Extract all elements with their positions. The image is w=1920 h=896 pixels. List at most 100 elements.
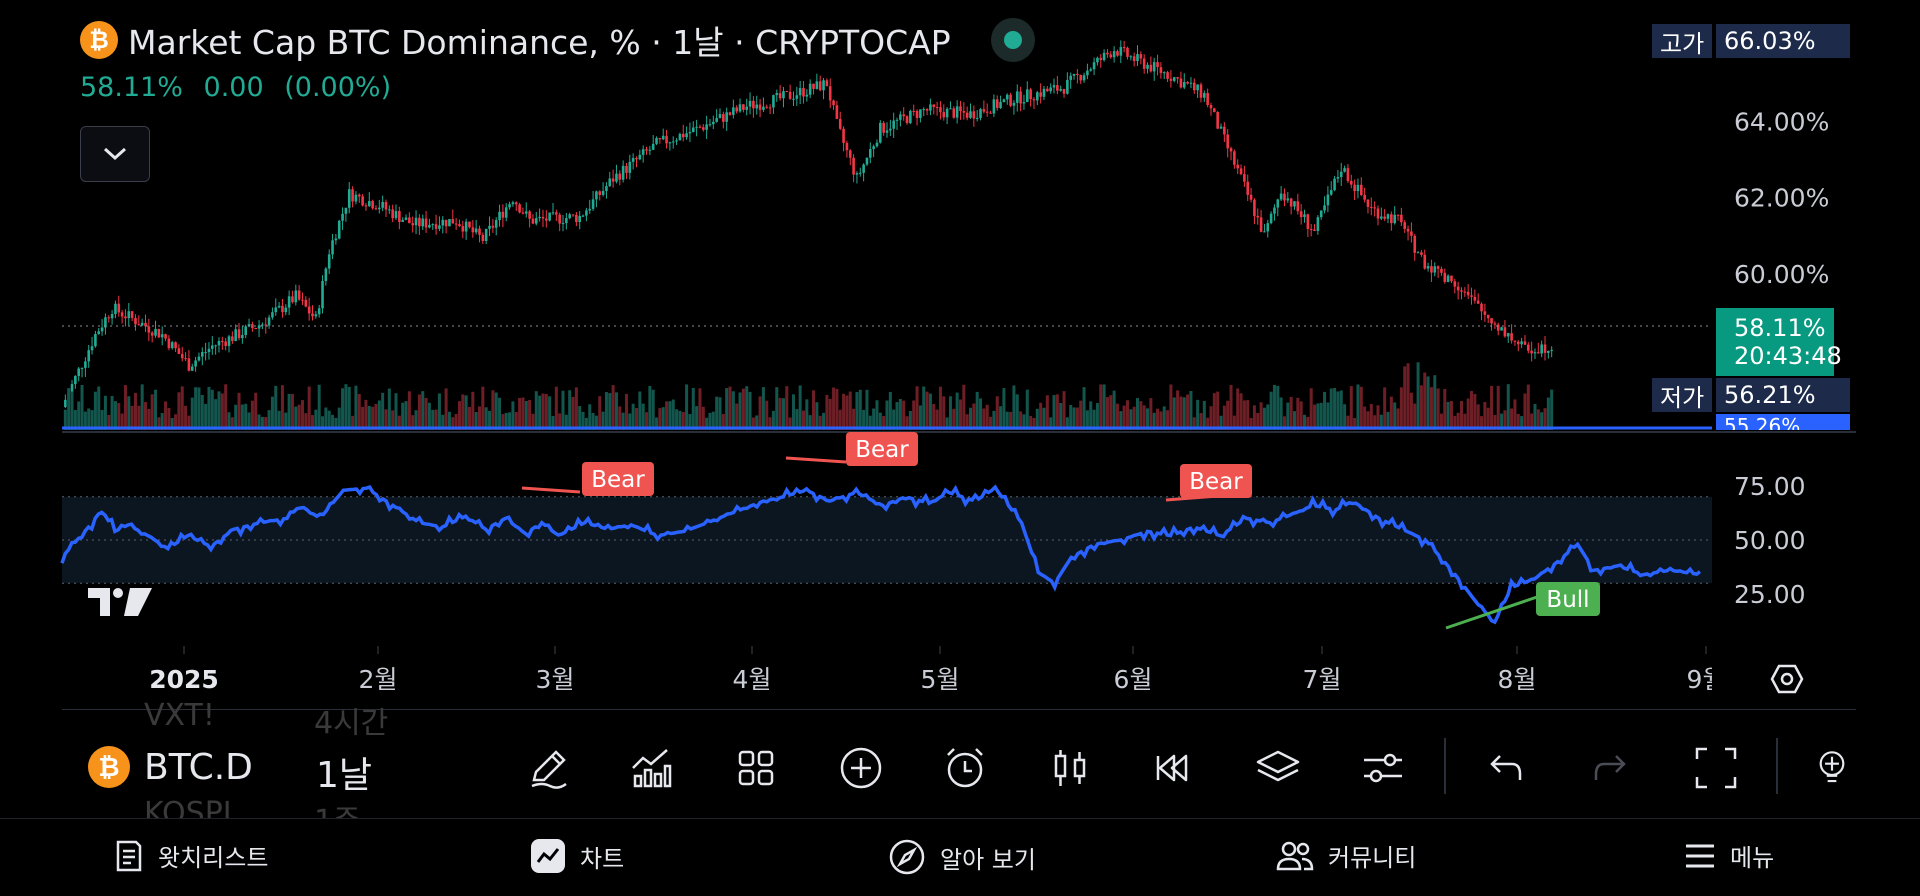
fullscreen-button[interactable] xyxy=(1690,742,1742,794)
volume-bar xyxy=(658,408,662,430)
candle-body xyxy=(919,109,922,118)
interval-selector[interactable]: 1날 xyxy=(316,755,373,796)
candle-body xyxy=(885,130,889,133)
candle-body xyxy=(778,93,782,99)
layers-button[interactable] xyxy=(1252,742,1304,794)
volume-bar xyxy=(133,392,137,430)
candle-body xyxy=(1152,62,1156,72)
volume-bar xyxy=(925,391,929,430)
nav-chart[interactable]: 차트 xyxy=(530,838,624,874)
volume-bar xyxy=(164,401,168,430)
volume-bar xyxy=(297,404,301,430)
volume-bar xyxy=(424,397,428,430)
volume-bar xyxy=(214,399,218,430)
volume-bar xyxy=(427,402,431,430)
candle-body xyxy=(421,218,425,227)
candle-body xyxy=(254,328,258,330)
volume-bar xyxy=(928,393,932,430)
volume-bar xyxy=(294,406,298,430)
chart-type-button[interactable] xyxy=(1044,742,1096,794)
price-axis-tick: 60.00% xyxy=(1734,260,1829,289)
candle-body xyxy=(331,240,334,255)
volume-bar xyxy=(404,401,408,430)
candle-body xyxy=(374,208,378,210)
volume-bar xyxy=(781,398,785,430)
candle-body xyxy=(1323,205,1326,211)
candle-body xyxy=(1046,88,1049,92)
candle-body xyxy=(1513,340,1517,342)
volume-bar xyxy=(661,407,665,430)
volume-bar xyxy=(474,412,478,430)
volume-bar xyxy=(1446,401,1450,430)
candle-body xyxy=(671,141,675,143)
volume-bar xyxy=(995,396,999,430)
volume-bar xyxy=(347,386,351,430)
templates-button[interactable] xyxy=(730,742,782,794)
volume-bar xyxy=(1426,376,1430,430)
nav-menu[interactable]: 메뉴 xyxy=(1684,838,1774,873)
candle-body xyxy=(1146,64,1149,69)
volume-bar xyxy=(1490,385,1494,430)
candle-body xyxy=(688,131,692,134)
candle-body xyxy=(74,375,77,385)
volume-bar xyxy=(67,388,71,430)
volume-bar xyxy=(270,396,274,430)
volume-bar xyxy=(411,415,415,430)
redo-button[interactable] xyxy=(1584,742,1636,794)
volume-bar xyxy=(457,401,461,430)
volume-bar xyxy=(818,415,822,430)
undo-icon xyxy=(1490,755,1522,780)
drawing-tool-button[interactable] xyxy=(522,742,574,794)
candle-body xyxy=(638,154,642,160)
chart-settings-icon[interactable] xyxy=(1770,664,1804,694)
nav-community[interactable]: 커뮤니티 xyxy=(1276,838,1416,873)
candle-body xyxy=(127,311,131,319)
add-button[interactable] xyxy=(835,742,887,794)
volume-bar xyxy=(1436,388,1440,430)
settings-button[interactable] xyxy=(1357,742,1409,794)
volume-bar xyxy=(1152,412,1156,430)
collapse-legend-button[interactable] xyxy=(80,126,150,182)
volume-bar xyxy=(918,405,922,430)
candle-body xyxy=(294,290,298,303)
candle-body xyxy=(1436,266,1440,269)
indicators-button[interactable] xyxy=(625,742,677,794)
volume-bar xyxy=(855,392,859,430)
candle-body xyxy=(408,217,411,224)
ideas-button[interactable] xyxy=(1812,742,1852,794)
symbol-selector[interactable]: ₿ BTC.D xyxy=(88,746,253,788)
volume-bar xyxy=(1463,413,1467,430)
volume-bar xyxy=(848,391,852,430)
volume-bar xyxy=(858,389,862,430)
volume-bar xyxy=(822,412,826,430)
candle-body xyxy=(625,165,628,173)
volume-bar xyxy=(1419,385,1423,430)
nav-watchlist[interactable]: 왓치리스트 xyxy=(114,838,268,873)
candle-body xyxy=(164,334,167,339)
candle-body xyxy=(404,217,408,220)
volume-bar xyxy=(381,392,385,430)
candle-body xyxy=(461,226,465,232)
market-status-icon[interactable] xyxy=(990,18,1035,62)
volume-bar xyxy=(1262,407,1266,430)
volume-bar xyxy=(1005,411,1009,430)
volume-bar xyxy=(324,407,328,430)
volume-bar xyxy=(882,415,886,430)
volume-bar xyxy=(631,403,635,430)
volume-bar xyxy=(471,391,475,430)
nav-explore[interactable]: 알아 보기 xyxy=(888,838,1036,876)
chart-area[interactable]: 64.00% 62.00% 60.00% 75.00 50.00 25.00 Bear Bea… xyxy=(0,0,1920,710)
volume-bar xyxy=(845,395,849,430)
candle-body xyxy=(862,164,865,173)
alert-button[interactable] xyxy=(939,742,991,794)
candle-body xyxy=(828,86,832,101)
volume-bar xyxy=(1500,413,1504,430)
volume-bar xyxy=(100,409,104,430)
replay-button[interactable] xyxy=(1148,742,1200,794)
candle-body xyxy=(284,307,288,313)
candle-body xyxy=(915,110,919,118)
undo-button[interactable] xyxy=(1480,742,1532,794)
price-chart[interactable]: 64.00% 62.00% 60.00% 75.00 50.00 25.00 Bear Bea… xyxy=(0,0,1920,710)
candle-body xyxy=(1516,341,1520,345)
volume-bar xyxy=(1025,389,1029,430)
